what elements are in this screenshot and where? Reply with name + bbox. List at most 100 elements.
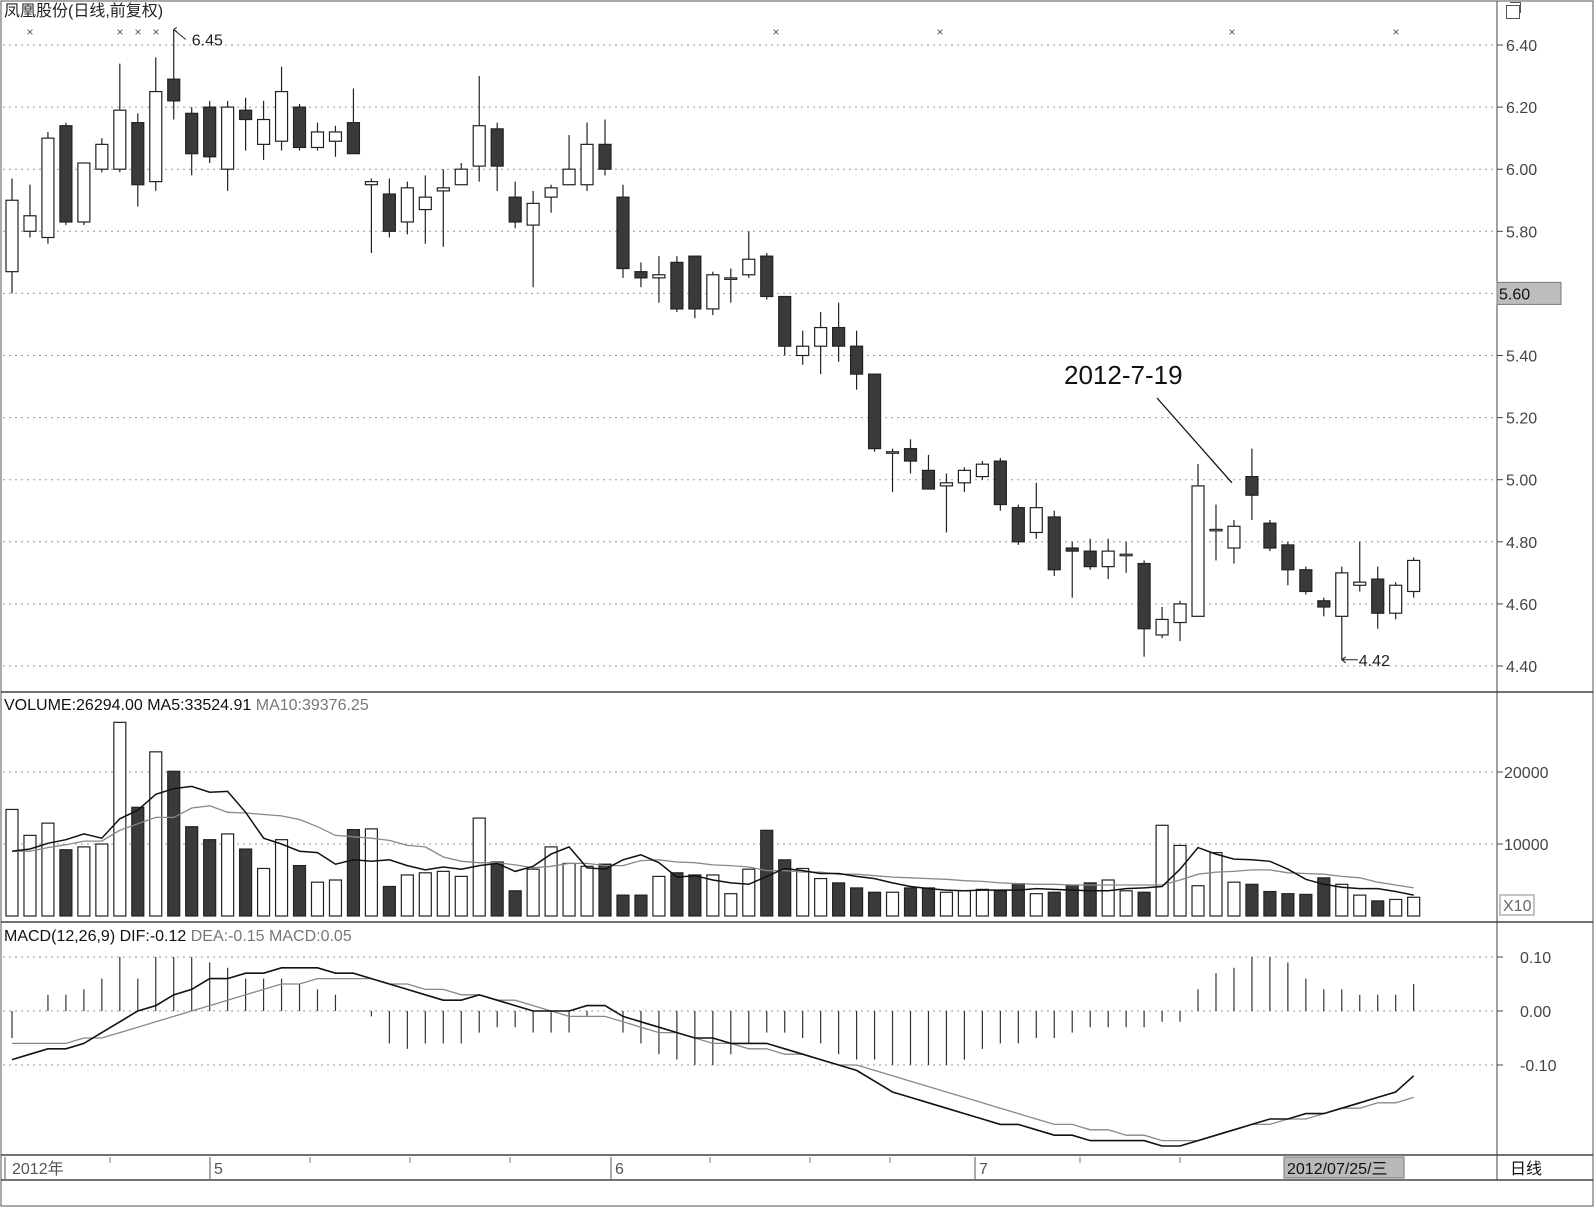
volume-bar: [957, 890, 972, 917]
volume-bar: [832, 882, 846, 917]
price-tick-label: 4.60: [1506, 597, 1537, 614]
candle: [382, 193, 396, 232]
volume-bar: [580, 865, 594, 917]
candle: [778, 295, 792, 347]
candle: [1371, 578, 1385, 614]
candle: [634, 271, 648, 279]
candle: [1389, 584, 1403, 614]
price-tick-label: 4.40: [1506, 659, 1537, 676]
volume-bar: [796, 867, 810, 917]
volume-bar: [310, 881, 325, 917]
volume-bar: [490, 861, 504, 917]
candle: [993, 460, 1007, 506]
candle: [580, 143, 594, 186]
volume-ma10-value: MA10:39376.25: [255, 697, 369, 714]
candle: [562, 168, 576, 186]
candle: [760, 255, 774, 298]
candle: [131, 122, 145, 186]
candle: [1137, 562, 1151, 630]
volume-bar: [203, 839, 217, 917]
candle: [849, 345, 864, 375]
candle: [1065, 547, 1079, 552]
volume-bar: [274, 839, 289, 917]
ex-dividend-marker: ×: [1392, 25, 1399, 39]
candle: [867, 373, 882, 450]
volume-bar: [131, 806, 145, 917]
price-tick-label: 6.40: [1506, 38, 1537, 55]
candle: [472, 125, 486, 167]
macd-indicator-label: MACD(12,26,9) DIF:-0.12 DEA:-0.15 MACD:0…: [4, 928, 352, 946]
low-marker-label: 4.42: [1359, 653, 1390, 670]
volume-bar: [1101, 879, 1115, 917]
volume-tick-label: 20000: [1504, 765, 1549, 782]
candle: [706, 274, 720, 310]
volume-bar: [1137, 891, 1151, 917]
volume-bar: [364, 828, 378, 917]
candle: [616, 196, 630, 270]
candle: [1335, 572, 1349, 617]
candle: [975, 463, 989, 478]
candle: [490, 128, 504, 167]
candle: [1029, 507, 1043, 534]
volume-bar: [760, 829, 774, 917]
candle: [113, 109, 127, 170]
candle: [1101, 550, 1115, 568]
candle: [544, 187, 558, 198]
candle: [1263, 522, 1277, 549]
candle: [1227, 525, 1241, 549]
ex-dividend-marker: ×: [134, 25, 141, 39]
candle: [292, 106, 307, 149]
cursor-date-box: [1283, 1156, 1405, 1179]
last-price-label: 5.60: [1499, 286, 1530, 303]
volume-bar: [742, 868, 756, 917]
time-year-label: 2012年: [12, 1160, 64, 1178]
macd-params: MACD(12,26,9): [4, 928, 116, 945]
candle: [1191, 485, 1205, 617]
volume-bar: [652, 875, 666, 917]
volume-bar: [939, 891, 954, 917]
volume-bar: [1191, 885, 1205, 917]
candle: [274, 90, 289, 142]
volume-bar: [1263, 890, 1277, 917]
candle: [185, 112, 199, 155]
macd-dif-value: DIF:-0.12: [119, 928, 187, 945]
candle: [814, 326, 828, 347]
volume-bar: [1155, 824, 1169, 917]
candle: [221, 106, 235, 170]
ex-dividend-marker: ×: [26, 25, 33, 39]
high-marker-label: 6.45: [192, 32, 223, 49]
ex-dividend-marker: ×: [936, 25, 943, 39]
volume-bar: [670, 872, 684, 917]
volume-indicator-label: VOLUME:26294.00 MA5:33524.91 MA10:39376.…: [4, 697, 369, 715]
candle: [939, 482, 954, 487]
volume-bar: [400, 874, 414, 917]
candle: [921, 469, 936, 490]
volume-bar: [814, 877, 828, 917]
volume-bar: [149, 751, 163, 917]
candle: [5, 199, 19, 273]
volume-bar: [885, 891, 900, 917]
restore-window-icon[interactable]: [1506, 2, 1521, 19]
volume-bar: [382, 885, 396, 917]
volume-bar: [239, 848, 253, 917]
candle: [364, 181, 378, 186]
candle: [796, 345, 810, 357]
cursor-date-label: 2012/07/25/三: [1287, 1161, 1388, 1178]
candle: [1353, 581, 1367, 586]
volume-bar: [418, 872, 432, 917]
candle: [400, 187, 414, 223]
price-tick-label: 5.20: [1506, 411, 1537, 428]
volume-scale-label: X10: [1503, 898, 1532, 915]
price-tick-label: 6.20: [1506, 100, 1537, 117]
volume-bar: [544, 846, 558, 917]
time-month-label: 5: [214, 1161, 223, 1178]
candle: [885, 451, 900, 454]
candle: [436, 187, 450, 192]
candle: [203, 106, 217, 158]
volume-bar: [1299, 893, 1313, 917]
macd-dea-value: DEA:-0.15: [190, 928, 265, 945]
period-label: 日线: [1510, 1160, 1542, 1178]
macd-tick-label: 0.00: [1520, 1004, 1551, 1021]
